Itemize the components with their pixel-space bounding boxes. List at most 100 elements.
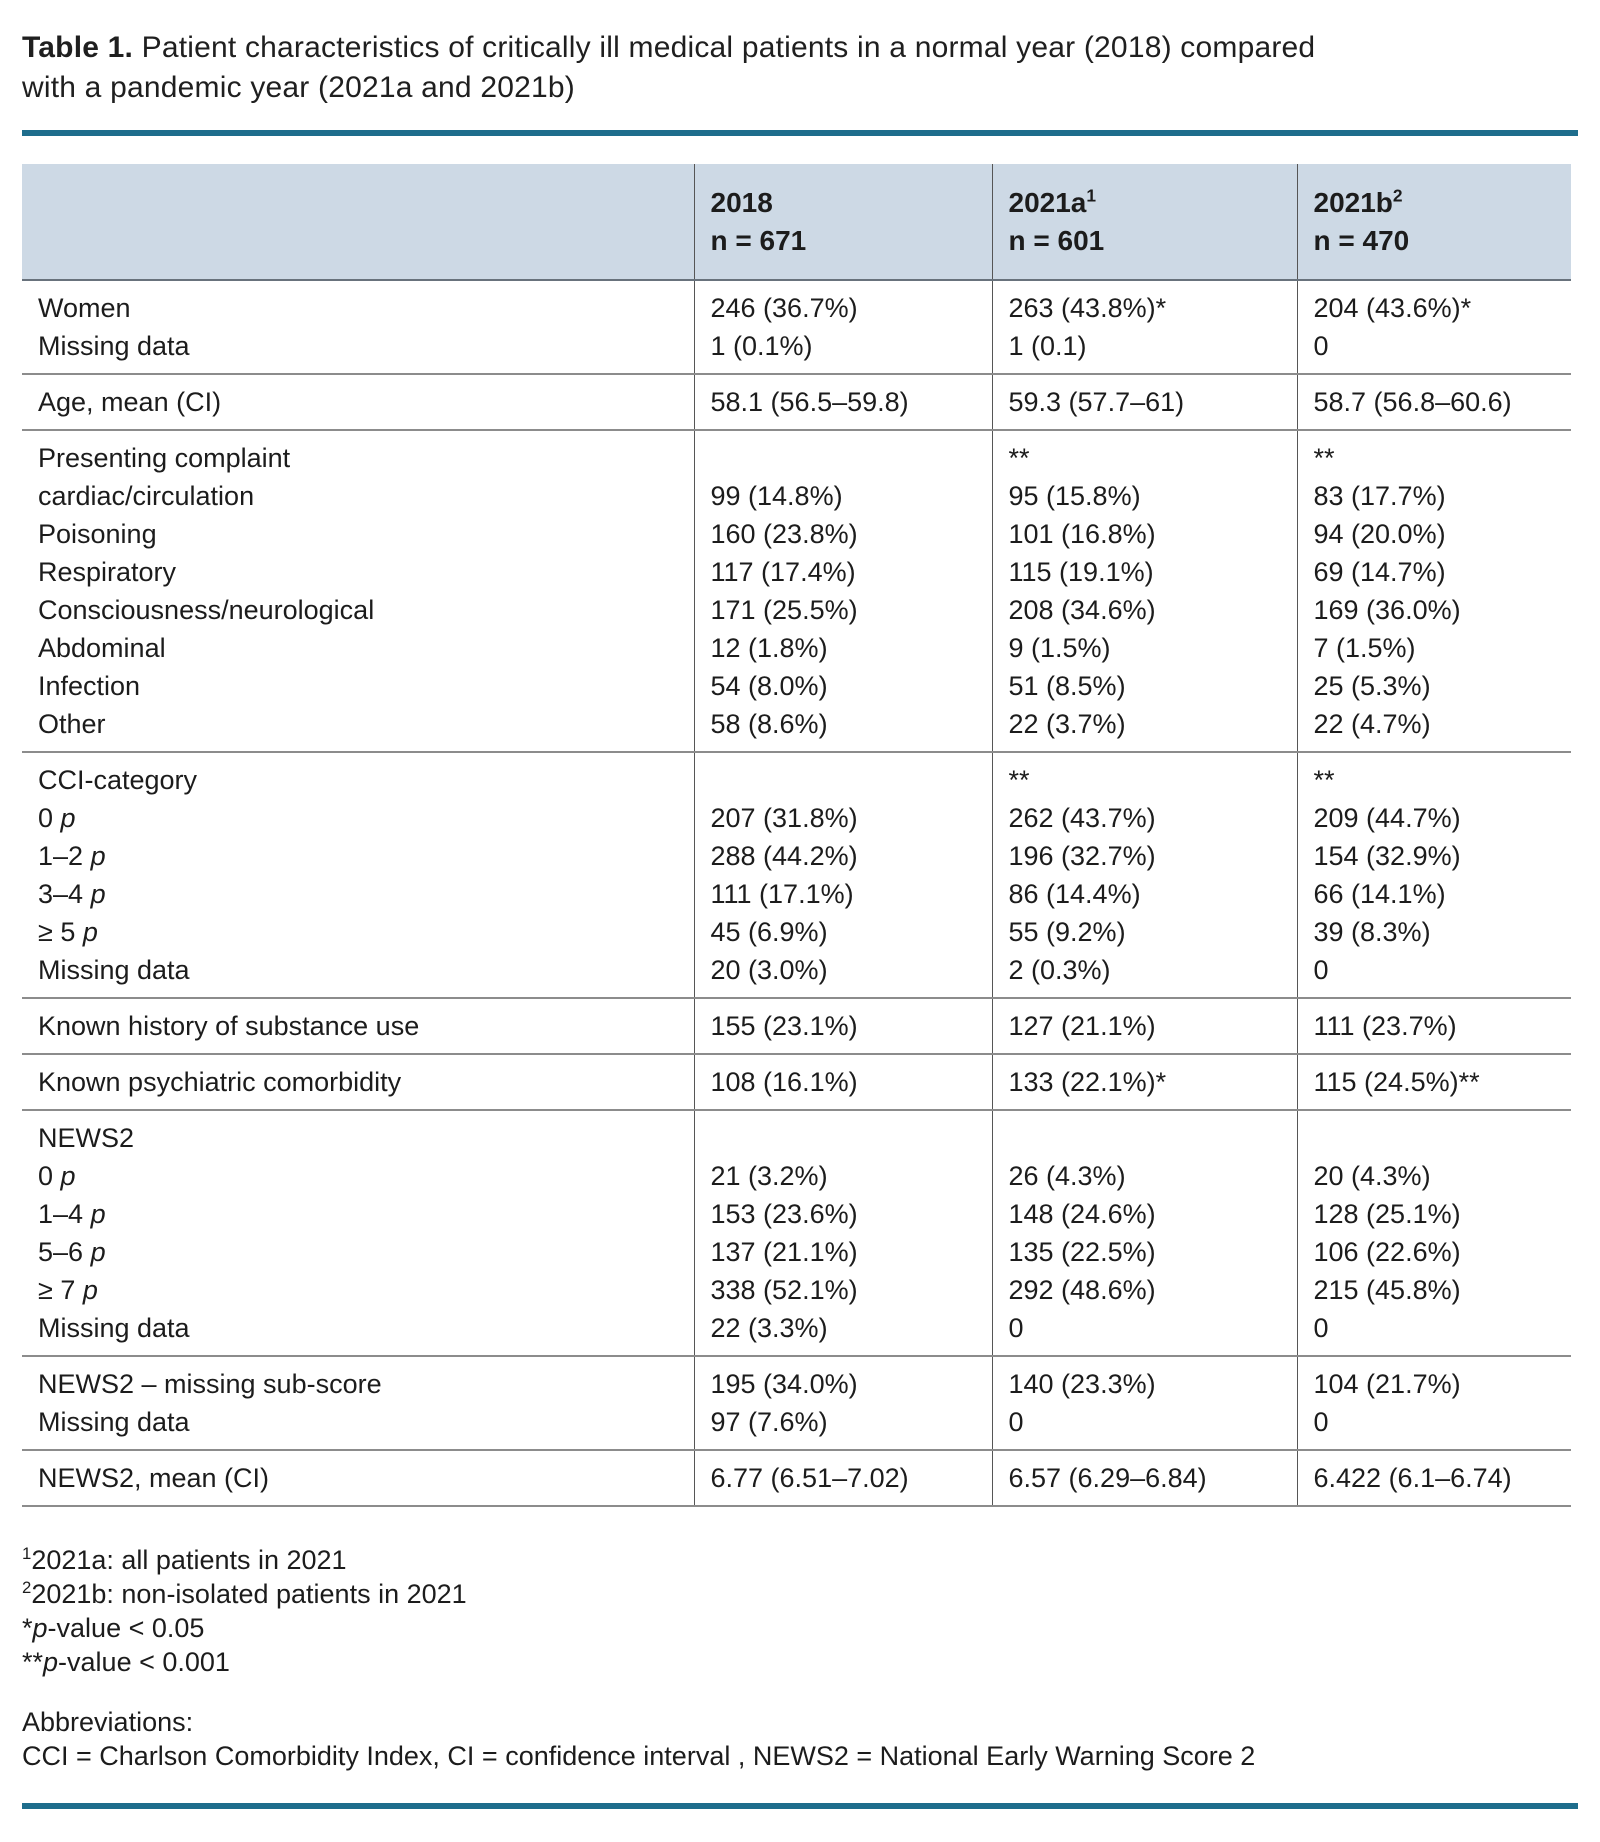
cell-value-line: 54 (8.0%) — [710, 671, 828, 701]
cell-value-line — [711, 1119, 986, 1157]
cell-value-line: 6.77 (6.51–7.02) — [710, 1463, 909, 1493]
cell-value-line: 133 (22.1%)* — [1008, 1067, 1167, 1097]
value-cell: ** 262 (43.7%) 196 (32.7%) 86 (14.4%) 55 (9.… — [991, 752, 1297, 999]
cell-value-line: 169 (36.0%) — [1313, 595, 1461, 625]
header-year: 2018 — [710, 187, 773, 218]
cell-value-line: 0 — [1313, 955, 1329, 985]
cell-value-line: 20 (4.3%) — [1313, 1161, 1431, 1191]
row-label-line: NEWS2, mean (CI) — [38, 1463, 270, 1493]
value-cell: ** 95 (15.8%) 101 (16.8%) 115 (19.1%) 208 (3… — [991, 430, 1297, 753]
value-cell: 6.57 (6.29–6.84) — [991, 1450, 1297, 1507]
table-row: Women Missing data 246 (36.7%) 1 (0.1%) 263 … — [22, 280, 1571, 375]
value-cell: 133 (22.1%)* — [991, 1054, 1297, 1111]
footnote-line: 22021b: non-isolated patients in 2021 — [22, 1577, 1578, 1611]
row-label-line: Women — [38, 293, 131, 323]
header-n-count: n = 601 — [1008, 225, 1105, 256]
cell-value-line: ** — [1008, 443, 1030, 473]
cell-value-line: 20 (3.0%) — [710, 955, 828, 985]
row-label-line: 0 p — [38, 1161, 76, 1191]
value-cell: 108 (16.1%) — [693, 1054, 992, 1111]
table-row: Age, mean (CI) 58.1 (56.5–59.8) 59.3 (57.7… — [22, 374, 1571, 431]
cell-value-line: 86 (14.4%) — [1008, 879, 1141, 909]
cell-value-line: 148 (24.6%) — [1008, 1199, 1156, 1229]
row-label-line: Missing data — [38, 955, 190, 985]
table-row: Known history of substance use 155 (23.1%… — [22, 998, 1571, 1055]
row-label-line: 5–6 p — [38, 1237, 106, 1267]
table-row: CCI-category 0 p 1–2 p 3–4 p ≥ 5 p Missing da… — [22, 752, 1571, 999]
cell-value-line: 58.7 (56.8–60.6) — [1313, 387, 1512, 417]
bottom-accent-rule — [22, 1803, 1578, 1809]
cell-value-line: 208 (34.6%) — [1008, 595, 1156, 625]
cell-value-line: 263 (43.8%)* — [1008, 293, 1167, 323]
cell-value-line: 288 (44.2%) — [710, 841, 858, 871]
cell-value-line: 22 (3.7%) — [1008, 709, 1126, 739]
table-row: Presenting complaint cardiac/circulation P… — [22, 430, 1571, 753]
footnote-text: 2021a: all patients in 2021 — [31, 1545, 347, 1575]
cell-value-line: 215 (45.8%) — [1313, 1275, 1461, 1305]
abbreviations: Abbreviations: CCI = Charlson Comorbidit… — [22, 1705, 1578, 1773]
cell-value-line: 137 (21.1%) — [710, 1237, 858, 1267]
cell-value-line: 111 (23.7%) — [1313, 1011, 1457, 1041]
cell-value-line: 55 (9.2%) — [1008, 917, 1126, 947]
cell-value-line: 58.1 (56.5–59.8) — [710, 387, 909, 417]
cell-value-line: 2 (0.3%) — [1008, 955, 1111, 985]
value-cell: 21 (3.2%) 153 (23.6%) 137 (21.1%) 338 (52.1… — [693, 1110, 992, 1357]
cell-value-line: 94 (20.0%) — [1313, 519, 1446, 549]
cell-value-line: 154 (32.9%) — [1313, 841, 1461, 871]
cell-value-line: 12 (1.8%) — [710, 633, 828, 663]
row-label-line: NEWS2 — [38, 1123, 135, 1153]
footnotes: 12021a: all patients in 2021 22021b: non-… — [22, 1543, 1578, 1679]
cell-value-line: 0 — [1313, 1407, 1329, 1437]
row-label-line: Known history of substance use — [38, 1011, 420, 1041]
row-label-line: 1–2 p — [38, 841, 106, 871]
table-header-row: 2018 n = 671 2021a1 n = 601 2021b2 n = 470 — [22, 164, 1571, 281]
cell-value-line: 26 (4.3%) — [1008, 1161, 1126, 1191]
cell-value-line: 22 (3.3%) — [710, 1313, 828, 1343]
cell-value-line: 111 (17.1%) — [710, 879, 854, 909]
cell-value-line: 0 — [1008, 1313, 1024, 1343]
footnote-marker: 2 — [22, 1578, 32, 1597]
row-label-cell: Presenting complaint cardiac/circulation P… — [22, 430, 694, 753]
header-year-cell: 2018 n = 671 — [693, 164, 992, 281]
footnote-marker: 1 — [22, 1544, 32, 1563]
row-label-line: 1–4 p — [38, 1199, 106, 1229]
header-year: 2021a1 — [1008, 185, 1097, 218]
cell-value-line: ** — [1313, 443, 1335, 473]
cell-value-line: 209 (44.7%) — [1313, 803, 1461, 833]
top-accent-rule — [22, 130, 1578, 136]
cell-value-line: 45 (6.9%) — [710, 917, 828, 947]
row-label-cell: NEWS2 0 p 1–4 p 5–6 p ≥ 7 p Missing data — [22, 1110, 694, 1357]
cell-value-line — [1314, 1119, 1566, 1157]
cell-value-line: 101 (16.8%) — [1008, 519, 1156, 549]
value-cell: ** 83 (17.7%) 94 (20.0%) 69 (14.7%) 169 (36.… — [1296, 430, 1571, 753]
row-label-line: Abdominal — [38, 633, 166, 663]
cell-value-line: 9 (1.5%) — [1008, 633, 1111, 663]
value-cell: 104 (21.7%) 0 — [1296, 1356, 1571, 1451]
header-footnote-marker: 1 — [1086, 185, 1097, 206]
row-label-cell: Known psychiatric comorbidity — [22, 1054, 694, 1111]
row-label-line: Respiratory — [38, 557, 177, 587]
cell-value-line: 153 (23.6%) — [710, 1199, 858, 1229]
cell-value-line: 140 (23.3%) — [1008, 1369, 1156, 1399]
cell-value-line: 58 (8.6%) — [710, 709, 828, 739]
cell-value-line: 0 — [1313, 331, 1329, 361]
cell-value-line: 106 (22.6%) — [1313, 1237, 1461, 1267]
row-label-line: Missing data — [38, 1407, 190, 1437]
row-label-line: Missing data — [38, 331, 190, 361]
row-label-line: Known psychiatric comorbidity — [38, 1067, 402, 1097]
cell-value-line: 25 (5.3%) — [1313, 671, 1431, 701]
row-label-line: Consciousness/neurological — [38, 595, 375, 625]
cell-value-line: 196 (32.7%) — [1008, 841, 1156, 871]
table-row: NEWS2, mean (CI) 6.77 (6.51–7.02) 6.57 (6.… — [22, 1450, 1571, 1507]
footnote-text: *p-value < 0.05 — [22, 1613, 205, 1643]
row-label-line: cardiac/circulation — [38, 481, 255, 511]
cell-value-line: 108 (16.1%) — [710, 1067, 858, 1097]
abbreviations-text: CCI = Charlson Comorbidity Index, CI = c… — [22, 1741, 1256, 1771]
value-cell: ** 209 (44.7%) 154 (32.9%) 66 (14.1%) 39 (8.… — [1296, 752, 1571, 999]
row-label-cell: NEWS2, mean (CI) — [22, 1450, 694, 1507]
cell-value-line: 66 (14.1%) — [1313, 879, 1446, 909]
footnote-text: 2021b: non-isolated patients in 2021 — [31, 1579, 467, 1609]
cell-value-line: 160 (23.8%) — [710, 519, 858, 549]
cell-value-line: 6.422 (6.1–6.74) — [1313, 1463, 1512, 1493]
